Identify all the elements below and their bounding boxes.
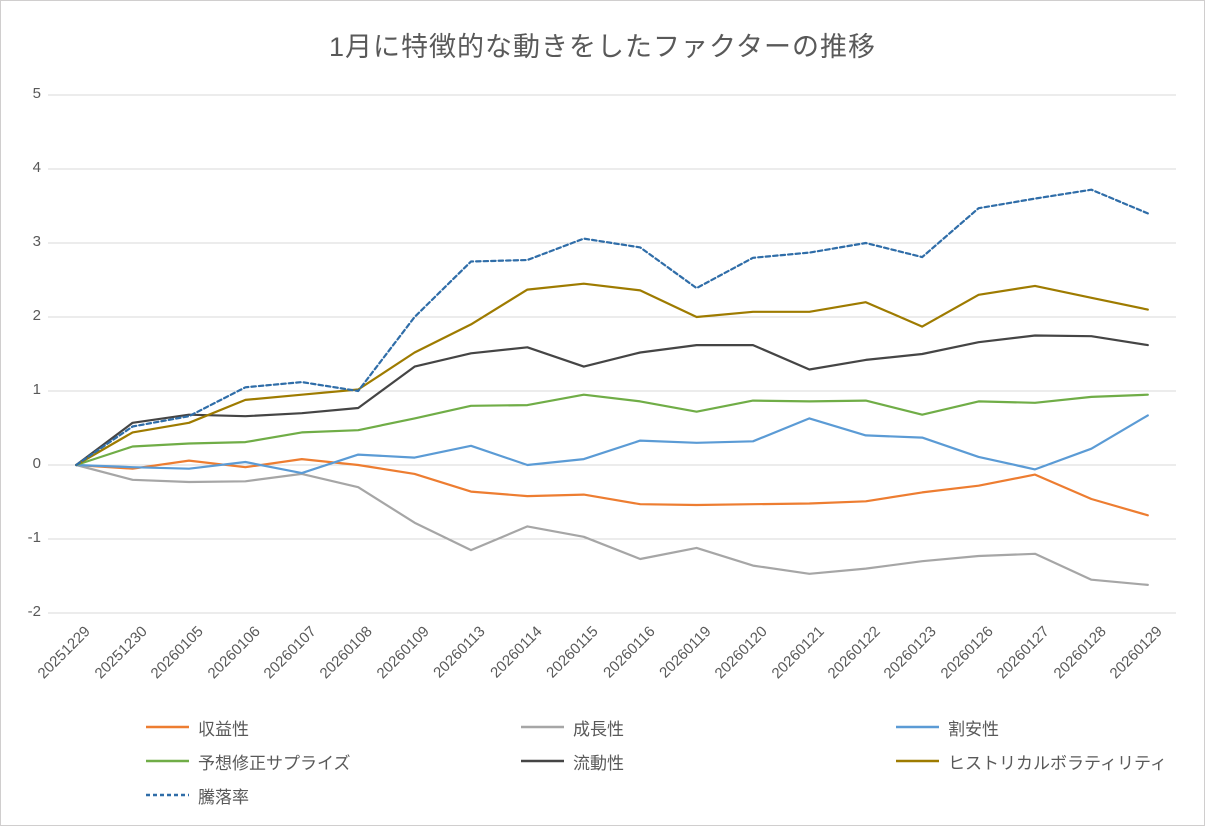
series-line-0	[75, 458, 1149, 517]
legend-label: ヒストリカルボラティリティ	[948, 753, 1167, 773]
legend-label: 収益性	[198, 719, 249, 739]
series-line-1	[75, 463, 1149, 587]
legend-item-4: 流動性	[521, 749, 624, 773]
legend-label: 割安性	[948, 719, 999, 739]
legend-item-3: 予想修正サプライズ	[146, 749, 351, 773]
legend-line-swatch	[896, 759, 939, 763]
series-line-5	[75, 282, 1149, 467]
series-line-4	[75, 334, 1149, 467]
y-axis-tick-label: 0	[32, 455, 41, 472]
legend-item-5: ヒストリカルボラティリティ	[896, 749, 1167, 773]
legend-line-swatch	[146, 759, 189, 763]
y-axis-tick-label: 1	[32, 381, 41, 398]
y-axis-tick-label: -2	[27, 603, 41, 620]
legend-line-swatch	[521, 759, 564, 763]
legend-item-2: 割安性	[896, 715, 999, 739]
y-axis-tick-label: 5	[32, 85, 41, 102]
legend-item-0: 収益性	[146, 715, 249, 739]
y-axis-tick-label: 4	[32, 159, 41, 176]
legend-label: 予想修正サプライズ	[198, 753, 351, 773]
legend-line-swatch	[521, 725, 564, 729]
legend-line-swatch	[146, 793, 189, 797]
legend-item-6: 騰落率	[146, 783, 249, 807]
legend-label: 成長性	[573, 719, 624, 739]
chart-title: 1月に特徴的な動きをしたファクターの推移	[329, 32, 876, 62]
legend-label: 騰落率	[198, 787, 249, 807]
y-axis-tick-label: -1	[27, 529, 41, 546]
y-axis-tick-label: 3	[32, 233, 41, 250]
series-line-3	[75, 393, 1149, 467]
series-line-2	[75, 414, 1149, 475]
legend-label: 流動性	[573, 753, 624, 773]
legend-line-swatch	[146, 725, 189, 729]
series-line-6	[75, 188, 1149, 467]
legend-line-swatch	[896, 725, 939, 729]
legend-item-1: 成長性	[521, 715, 624, 739]
y-axis-tick-label: 2	[32, 307, 41, 324]
